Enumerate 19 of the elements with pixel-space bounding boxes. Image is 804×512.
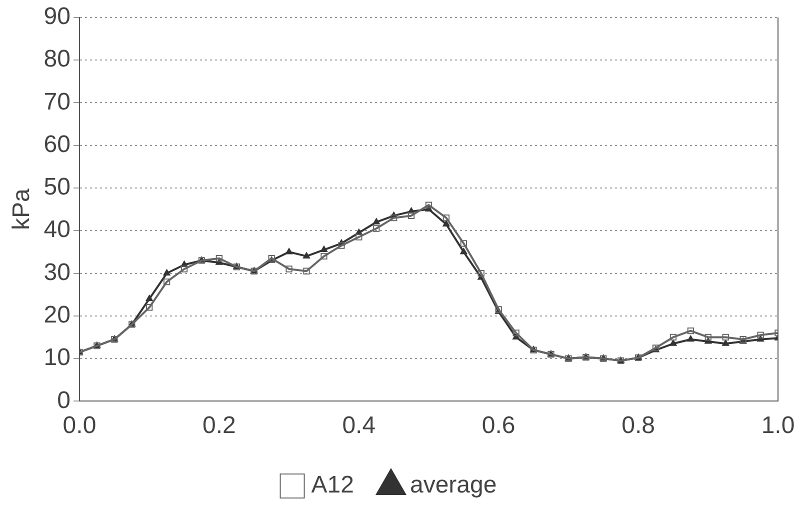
y-tick-label: 90 [44, 3, 70, 30]
legend-label: A12 [311, 472, 354, 499]
x-tick-label: 1.0 [761, 412, 795, 440]
y-tick-label: 60 [44, 130, 70, 158]
x-tick-label: 0.0 [62, 412, 96, 440]
y-tick-label: 30 [44, 258, 70, 286]
y-tick-label: 50 [44, 174, 70, 201]
x-tick-label: 0.8 [622, 412, 655, 440]
y-tick-label: 40 [44, 216, 70, 244]
y-tick-label: 0 [57, 386, 70, 414]
y-tick-label: 10 [44, 344, 70, 372]
y-axis-title: kPa [8, 188, 36, 230]
x-tick-label: 0.2 [202, 412, 236, 440]
y-tick-label: 80 [44, 46, 70, 73]
y-tick-label: 20 [44, 302, 70, 329]
x-tick-label: 0.4 [342, 412, 376, 440]
x-tick-label: 0.6 [482, 412, 516, 440]
legend-label: average [410, 472, 497, 499]
y-tick-label: 70 [44, 88, 70, 116]
